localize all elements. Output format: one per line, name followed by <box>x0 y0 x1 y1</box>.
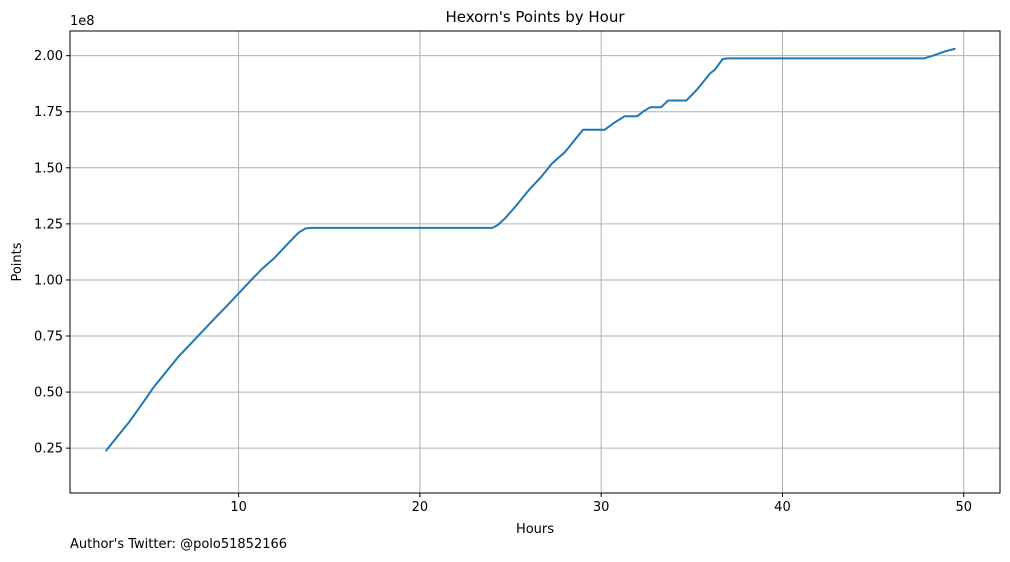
y-offset-label: 1e8 <box>70 14 95 29</box>
x-tick-label: 20 <box>412 500 429 515</box>
plot-area <box>69 30 1001 494</box>
x-axis-label: Hours <box>516 522 554 537</box>
x-tick-label: 50 <box>955 500 972 515</box>
x-axis-ticks: 10 20 30 40 50 <box>230 493 972 515</box>
grid <box>70 31 1000 493</box>
y-tick-label: 1.75 <box>34 105 63 120</box>
y-tick-label: 1.50 <box>34 161 63 176</box>
y-axis-label: Points <box>10 242 25 281</box>
series-line <box>105 47 956 452</box>
x-tick-label: 30 <box>593 500 610 515</box>
author-credit: Author's Twitter: @polo51852166 <box>70 537 288 552</box>
y-tick-label: 0.25 <box>34 442 63 457</box>
y-tick-label: 0.50 <box>34 386 63 401</box>
x-tick-label: 10 <box>230 500 247 515</box>
x-tick-label: 40 <box>774 500 791 515</box>
y-tick-label: 1.25 <box>34 217 63 232</box>
y-tick-label: 0.75 <box>34 330 63 345</box>
y-tick-label: 2.00 <box>34 49 63 64</box>
chart-title: Hexorn's Points by Hour <box>445 8 625 26</box>
series <box>105 47 956 452</box>
y-axis-ticks: 0.25 0.50 0.75 1.00 1.25 1.50 1.75 2.00 <box>34 49 70 457</box>
y-tick-label: 1.00 <box>34 273 63 288</box>
